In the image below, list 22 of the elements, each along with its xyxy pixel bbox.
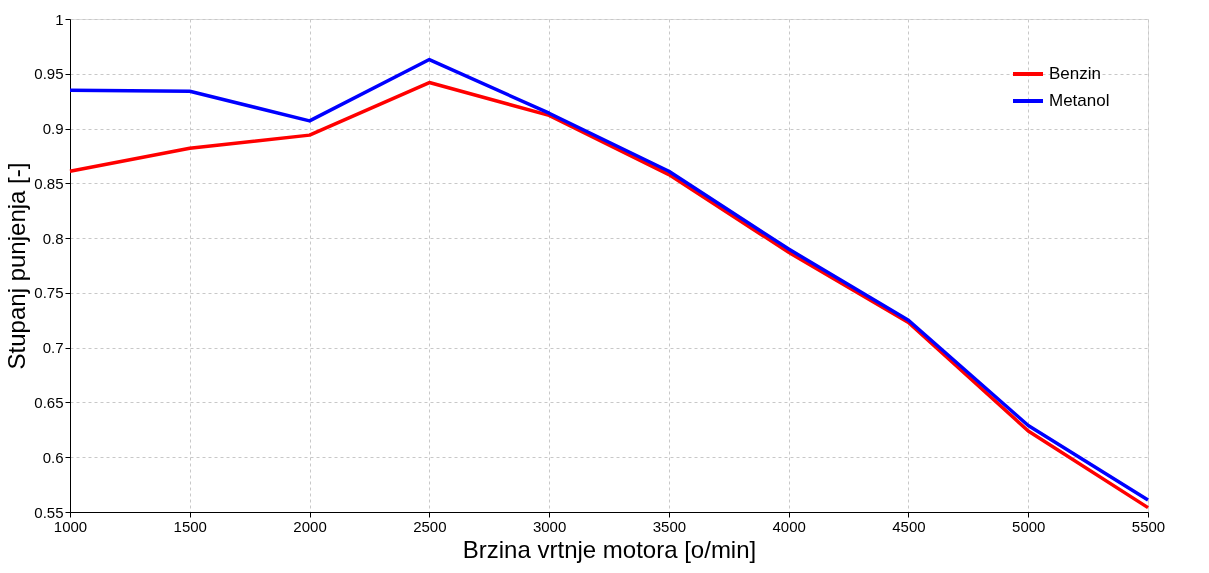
y-tick-label: 0.9 — [42, 120, 64, 138]
y-tick-label: 0.8 — [42, 229, 64, 247]
x-tick-label: 2500 — [413, 517, 447, 535]
x-tick-label: 4500 — [892, 517, 926, 535]
y-tick-label: 0.95 — [34, 65, 64, 83]
y-tick-label: 1 — [55, 10, 64, 28]
x-tick-label: 3500 — [652, 517, 687, 535]
x-tick-label: 4000 — [772, 517, 806, 535]
y-tick-label: 0.7 — [42, 339, 64, 357]
y-tick-label: 0.85 — [34, 174, 64, 192]
x-tick-label: 3000 — [532, 517, 567, 535]
y-tick-label: 0.65 — [34, 393, 64, 411]
x-tick-label: 1500 — [173, 517, 207, 535]
y-axis-title: Stupanj punjenja [-] — [3, 162, 31, 370]
legend-label: Benzin — [1049, 64, 1101, 83]
x-axis-title: Brzina vrtnje motora [o/min] — [462, 535, 757, 563]
x-tick-label: 2000 — [293, 517, 327, 535]
legend-label: Metanol — [1049, 91, 1110, 110]
x-tick-label: 5500 — [1131, 517, 1166, 535]
y-tick-label: 0.6 — [42, 448, 64, 466]
y-tick-label: 0.75 — [34, 284, 64, 302]
x-tick-label: 5000 — [1012, 517, 1046, 535]
